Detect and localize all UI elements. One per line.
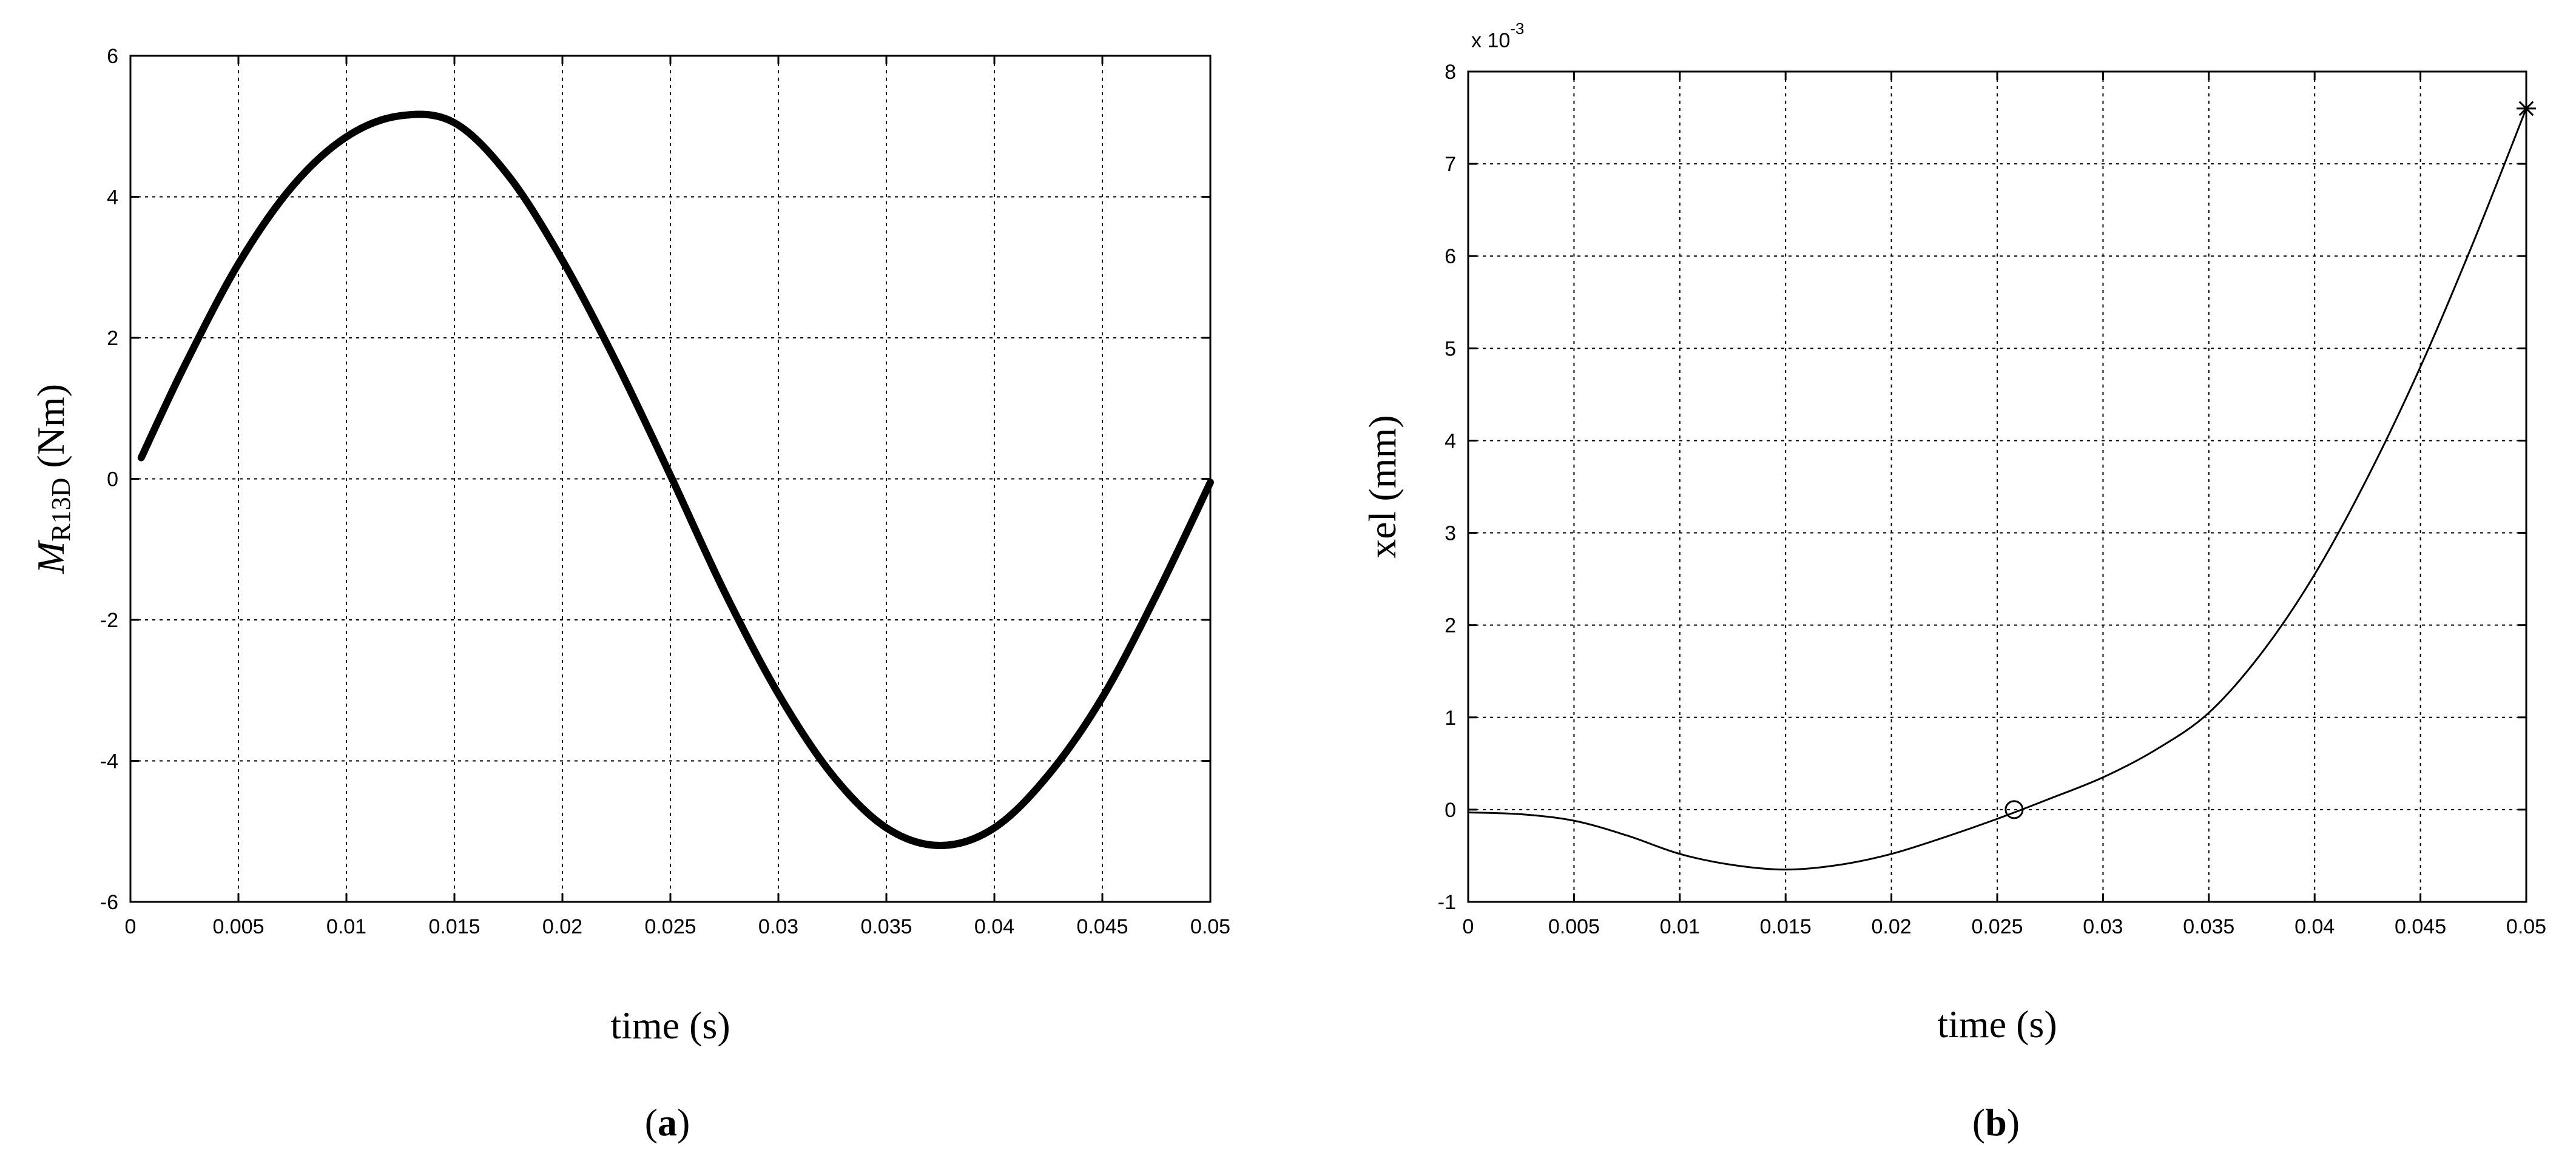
x-tick-label: 0.045	[1076, 915, 1128, 938]
x-tick-label: 0.01	[326, 915, 366, 938]
y-tick-label: 2	[1445, 614, 1456, 637]
y-axis-label-subscript: R13D	[46, 478, 76, 542]
y-axis-label: MR13D (Nm)	[29, 384, 76, 574]
y-tick-label: 1	[1445, 707, 1456, 730]
y-axis-label: xel (mm)	[1361, 415, 1404, 558]
panel-label-close: )	[2007, 1101, 2020, 1144]
y-exponent-base: x 10	[1471, 29, 1510, 52]
x-tick-label: 0	[125, 915, 137, 938]
x-tick-label: 0.04	[2294, 915, 2335, 938]
y-tick-label: 0	[1445, 799, 1456, 822]
series-line	[137, 110, 1214, 849]
panel-label-letter: a	[658, 1101, 677, 1144]
y-tick-label: 4	[107, 186, 118, 209]
panel-label-letter: b	[1985, 1101, 2007, 1144]
y-tick-label: -6	[100, 891, 118, 914]
x-tick-label: 0.02	[542, 915, 582, 938]
y-tick-label: 3	[1445, 522, 1456, 545]
panel-label-open: (	[645, 1101, 658, 1144]
panel-label-open: (	[1972, 1101, 1985, 1144]
star-marker	[2517, 98, 2536, 118]
x-tick-label: 0.035	[860, 915, 912, 938]
y-tick-label: -4	[100, 750, 118, 773]
y-tick-label: 4	[1445, 429, 1456, 452]
x-tick-label: 0.005	[212, 915, 264, 938]
x-tick-label: 0	[1463, 915, 1474, 938]
series-line	[1467, 107, 2527, 871]
x-tick-label: 0.015	[428, 915, 480, 938]
y-tick-label: 6	[107, 45, 118, 68]
chart-b: 0 0.005 0.01 0.015 0.02 0.025 0.03 0.035 0.04 0.0…	[1361, 19, 2546, 1144]
panel-label: (b)	[1972, 1101, 2020, 1144]
x-tick-label: 0.045	[2395, 915, 2446, 938]
y-axis-label-unit: (Nm)	[29, 384, 72, 478]
x-axis-label: time (s)	[1937, 1003, 2057, 1046]
y-axis-label-symbol: M	[29, 539, 72, 574]
circle-marker	[2004, 800, 2024, 819]
x-tick-label: 0.025	[644, 915, 696, 938]
x-tick-label: 0.04	[974, 915, 1014, 938]
x-tick-label: 0.035	[2183, 915, 2234, 938]
x-tick-label: 0.015	[1760, 915, 1812, 938]
x-tick-label: 0.03	[758, 915, 798, 938]
x-tick-label: 0.03	[2083, 915, 2123, 938]
star-marker-stroke	[2518, 101, 2534, 116]
y-tick-label: 6	[1445, 245, 1456, 268]
x-tick-label: 0.05	[1190, 915, 1230, 938]
y-tick-label: 0	[107, 468, 118, 491]
x-axis-label: time (s)	[610, 1004, 730, 1047]
panel-label: (a)	[645, 1101, 690, 1144]
y-exponent-power: -3	[1510, 19, 1524, 38]
x-tick-label: 0.05	[2506, 915, 2546, 938]
y-exponent-label: x 10-3	[1471, 19, 1524, 52]
x-tick-label: 0.025	[1971, 915, 2023, 938]
x-tick-label: 0.01	[1660, 915, 1700, 938]
panel-label-close: )	[677, 1101, 690, 1144]
x-tick-label: 0.005	[1548, 915, 1600, 938]
chart-a: 0 0.005 0.01 0.015 0.02 0.025 0.03 0.035 0.04 0.0…	[29, 45, 1230, 1144]
x-tick-label: 0.02	[1872, 915, 1912, 938]
y-tick-label: 7	[1445, 153, 1456, 176]
y-tick-label: 8	[1445, 61, 1456, 84]
y-tick-label: -1	[1438, 891, 1456, 914]
y-tick-label: -2	[100, 609, 118, 632]
y-tick-label: 5	[1445, 337, 1456, 360]
y-tick-label: 2	[107, 327, 118, 350]
